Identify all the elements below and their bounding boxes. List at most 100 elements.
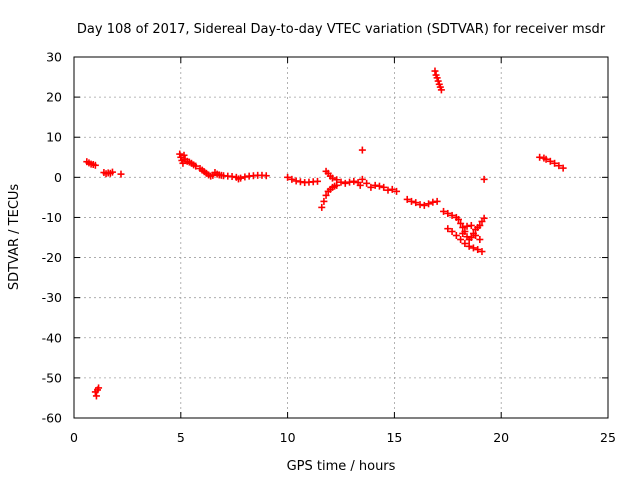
data-point bbox=[375, 182, 383, 190]
data-point bbox=[433, 197, 441, 205]
x-tick-label: 15 bbox=[386, 430, 402, 445]
y-tick-label: -30 bbox=[42, 290, 62, 305]
data-point bbox=[463, 222, 471, 230]
data-point bbox=[237, 174, 245, 182]
data-point bbox=[367, 183, 375, 191]
data-point bbox=[318, 203, 326, 211]
data-point bbox=[407, 197, 415, 205]
y-tick-labels: -60 -50 -40 -30 -20 -10 0 10 20 30 bbox=[42, 50, 62, 426]
data-point bbox=[457, 236, 465, 244]
data-point bbox=[180, 151, 188, 159]
data-point bbox=[393, 187, 401, 195]
data-point bbox=[384, 186, 392, 194]
data-point bbox=[476, 236, 484, 244]
data-point bbox=[262, 172, 270, 180]
data-point bbox=[469, 244, 477, 252]
y-tick-label: 0 bbox=[54, 170, 62, 185]
data-point bbox=[95, 384, 103, 392]
data-point bbox=[429, 198, 437, 206]
data-point bbox=[363, 179, 371, 187]
y-tick-label: -10 bbox=[42, 210, 62, 225]
data-point bbox=[472, 231, 480, 239]
data-point bbox=[388, 185, 396, 193]
x-tick-label: 0 bbox=[70, 430, 78, 445]
data-point bbox=[328, 174, 336, 182]
data-point bbox=[454, 215, 462, 223]
data-point bbox=[476, 221, 484, 229]
data-point bbox=[346, 178, 354, 186]
data-point bbox=[551, 159, 559, 167]
y-tick-label: -40 bbox=[42, 330, 62, 345]
data-point bbox=[434, 77, 442, 85]
data-point bbox=[91, 161, 99, 169]
data-points bbox=[83, 67, 567, 400]
y-tick-label: 30 bbox=[46, 50, 62, 65]
data-point bbox=[403, 195, 411, 203]
data-point bbox=[292, 177, 300, 185]
data-point bbox=[425, 200, 433, 208]
data-point bbox=[371, 181, 379, 189]
data-point bbox=[474, 246, 482, 254]
data-point bbox=[420, 201, 428, 209]
data-point bbox=[320, 197, 328, 205]
data-point bbox=[314, 177, 322, 185]
data-point bbox=[108, 168, 116, 176]
x-tick-label: 10 bbox=[280, 430, 296, 445]
data-point bbox=[467, 221, 475, 229]
data-point bbox=[448, 227, 456, 235]
x-tick-label: 25 bbox=[600, 430, 616, 445]
data-point bbox=[192, 162, 200, 170]
y-tick-label: -60 bbox=[42, 411, 62, 426]
axis-ticks bbox=[73, 56, 609, 419]
data-point bbox=[284, 173, 292, 181]
data-point bbox=[559, 164, 567, 172]
data-point bbox=[288, 175, 296, 183]
data-point bbox=[416, 201, 424, 209]
data-point bbox=[444, 225, 452, 233]
data-point bbox=[444, 209, 452, 217]
data-point bbox=[412, 199, 420, 207]
plot-frame bbox=[73, 56, 609, 419]
data-point bbox=[228, 173, 236, 181]
data-point bbox=[431, 67, 439, 75]
data-point bbox=[459, 223, 467, 231]
data-point bbox=[555, 162, 563, 170]
data-point bbox=[542, 155, 550, 163]
data-point bbox=[358, 146, 366, 154]
data-point bbox=[457, 219, 465, 227]
y-axis-label: SDTVAR / TECUs bbox=[7, 184, 22, 291]
y-tick-label: 10 bbox=[46, 130, 62, 145]
x-tick-label: 5 bbox=[177, 430, 185, 445]
data-point bbox=[465, 242, 473, 250]
data-point bbox=[440, 207, 448, 215]
data-point bbox=[341, 179, 349, 187]
data-point bbox=[176, 150, 184, 158]
y-tick-label: -20 bbox=[42, 250, 62, 265]
y-tick-label: 20 bbox=[46, 90, 62, 105]
x-tick-label: 20 bbox=[493, 430, 509, 445]
data-point bbox=[333, 176, 341, 184]
data-point bbox=[448, 211, 456, 219]
data-point bbox=[380, 183, 388, 191]
data-point bbox=[546, 157, 554, 165]
data-point bbox=[241, 173, 249, 181]
y-tick-label: -50 bbox=[42, 370, 62, 385]
data-point bbox=[92, 392, 100, 400]
data-point bbox=[350, 177, 358, 185]
x-tick-labels: 0 5 10 15 20 25 bbox=[70, 430, 616, 445]
data-point bbox=[480, 214, 488, 222]
data-point bbox=[117, 170, 125, 178]
data-point bbox=[459, 229, 467, 237]
data-point bbox=[478, 248, 486, 256]
data-point bbox=[461, 240, 469, 248]
data-point bbox=[433, 74, 441, 82]
x-axis-label: GPS time / hours bbox=[287, 459, 396, 474]
data-point bbox=[480, 175, 488, 183]
chart-title: Day 108 of 2017, Sidereal Day-to-day VTE… bbox=[77, 22, 606, 37]
data-point bbox=[356, 181, 364, 189]
data-point bbox=[179, 159, 187, 167]
data-point bbox=[337, 178, 345, 186]
data-point bbox=[452, 231, 460, 239]
data-point bbox=[467, 234, 475, 241]
